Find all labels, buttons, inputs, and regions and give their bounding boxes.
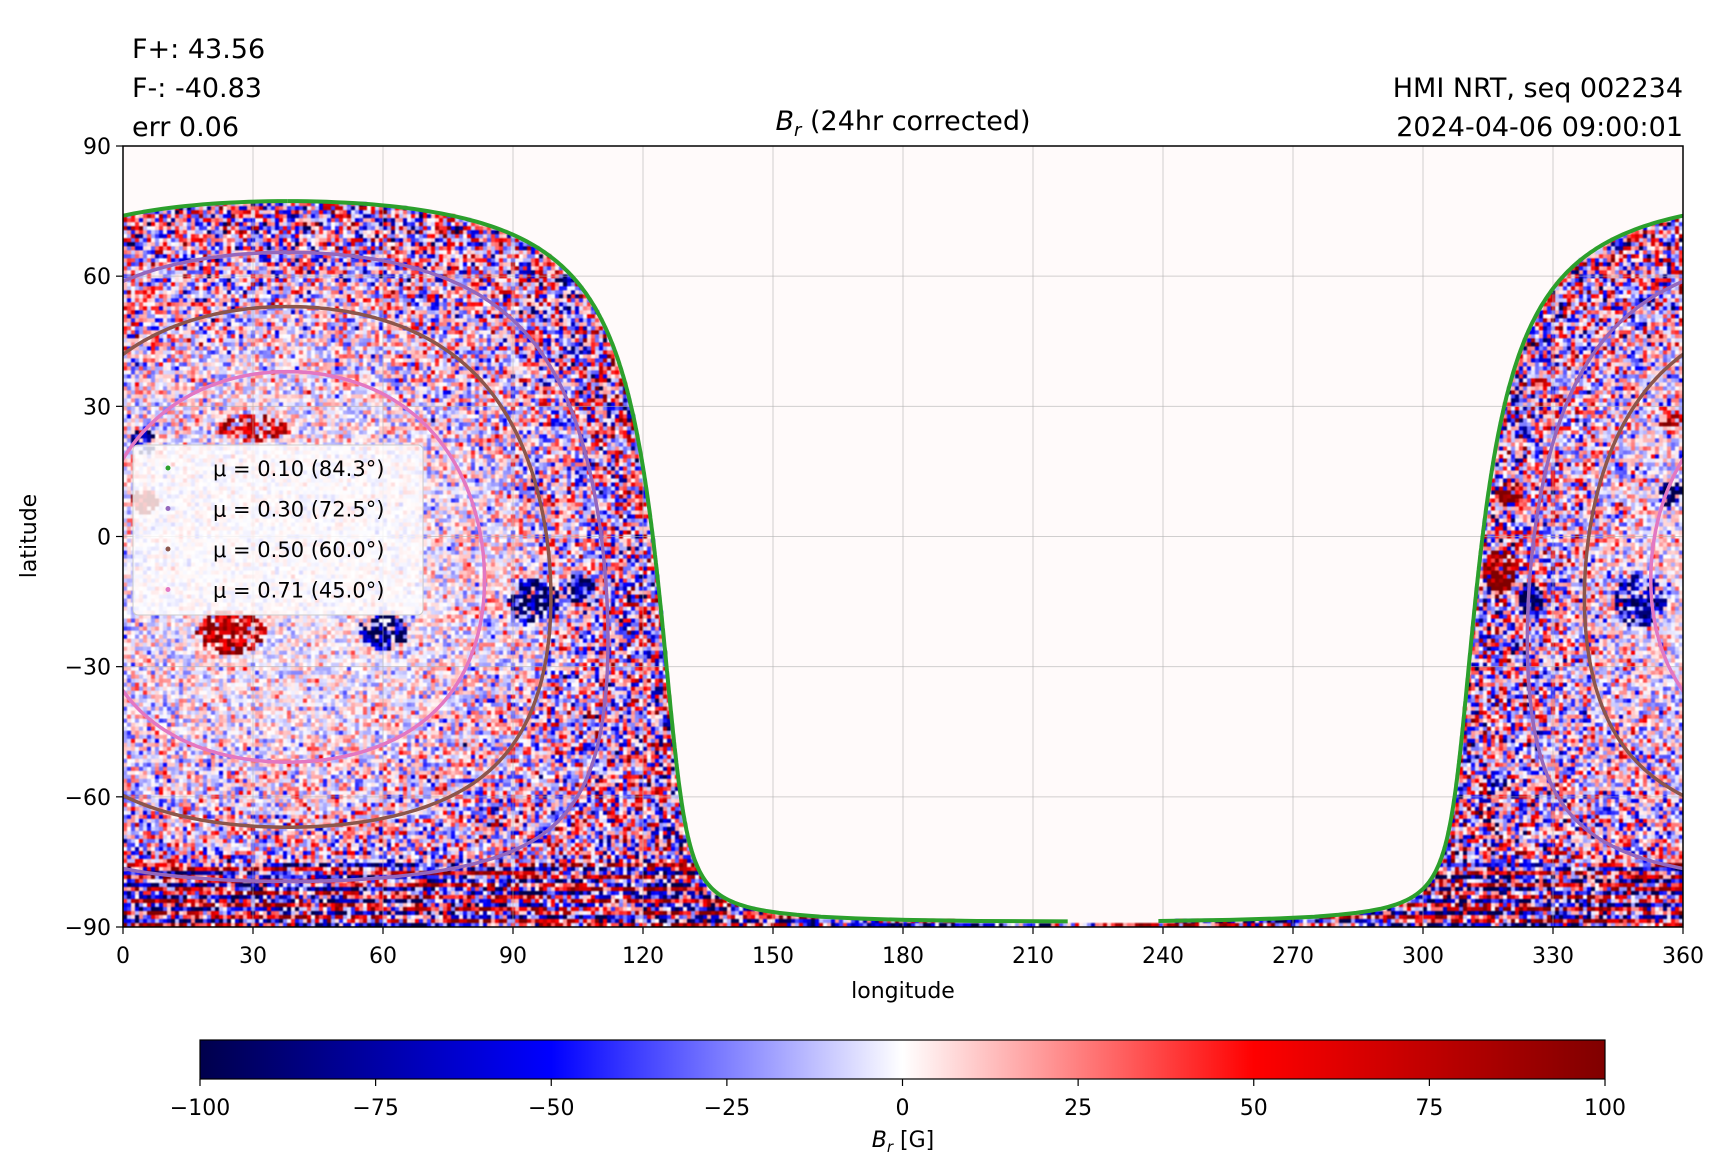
y-tick-label: 30 [83, 395, 111, 420]
mu-contour-0.71 [1649, 455, 1683, 694]
x-tick-label: 60 [369, 944, 397, 969]
x-tick-label: 330 [1532, 944, 1574, 969]
axis-ticks: 0 30 60 90 120 150 180 210 240 270 300 330 360−90−60… [65, 135, 1704, 969]
y-tick-label: 90 [83, 135, 111, 160]
y-tick-label: −30 [65, 656, 111, 681]
x-tick-label: 300 [1402, 944, 1444, 969]
error-value: err 0.06 [132, 112, 239, 143]
colorbar-tick-label: 75 [1415, 1096, 1443, 1121]
colorbar-tick-label: 100 [1584, 1096, 1626, 1121]
colorbar-tick-label: −100 [170, 1096, 230, 1121]
x-axis-label: longitude [851, 979, 955, 1004]
mu-contour-0.71 [123, 369, 487, 764]
x-tick-label: 240 [1142, 944, 1184, 969]
x-tick-label: 0 [116, 944, 130, 969]
y-axis-label: latitude [17, 494, 42, 578]
mu-contour-0.10 [287, 199, 1068, 924]
chart-title: Br (24hr corrected) [775, 106, 1030, 141]
x-tick-label: 180 [882, 944, 924, 969]
y-tick-label: −60 [65, 786, 111, 811]
x-tick-label: 150 [752, 944, 794, 969]
flux-positive: F+: 43.56 [132, 34, 265, 65]
y-tick-label: 0 [97, 526, 111, 551]
mu-contour-0.50 [123, 304, 553, 829]
legend-label: μ = 0.10 (84.3°) [213, 457, 384, 481]
mu-contour-0.30 [123, 250, 610, 884]
y-tick-label: 60 [83, 265, 111, 290]
colorbar [199, 1039, 1606, 1080]
colorbar-tick-label: 25 [1064, 1096, 1092, 1121]
legend-marker [165, 546, 171, 552]
colorbar-tick-label: −75 [352, 1096, 398, 1121]
legend-marker [165, 506, 171, 511]
legend-box [132, 444, 424, 616]
colorbar-ticks: −100 −75 −50 −25 0 25 50 75 100 [170, 1079, 1626, 1121]
x-tick-label: 270 [1272, 944, 1314, 969]
legend-label: μ = 0.50 (60.0°) [213, 538, 384, 562]
legend-label: μ = 0.30 (72.5°) [213, 498, 384, 522]
colorbar-label: Br [G] [872, 1128, 934, 1152]
x-tick-label: 210 [1012, 944, 1054, 969]
mu-contour-0.30 [1525, 279, 1683, 871]
colorbar-tick-label: −25 [704, 1096, 750, 1121]
timestamp: 2024-04-06 09:00:01 [1396, 112, 1683, 143]
legend-label: μ = 0.71 (45.0°) [213, 579, 384, 603]
x-tick-label: 30 [239, 944, 267, 969]
y-tick-label: −90 [65, 916, 111, 941]
mu-contour-0.10 [1158, 213, 1683, 923]
flux-negative: F-: -40.83 [132, 73, 262, 104]
colorbar-tick-label: −50 [528, 1096, 574, 1121]
legend-marker [165, 465, 171, 471]
legend-marker [165, 587, 171, 592]
legend: μ = 0.10 (84.3°) μ = 0.30 (72.5°) μ = 0.50… [132, 444, 424, 616]
x-tick-label: 120 [622, 944, 664, 969]
colorbar-tick-label: 50 [1240, 1096, 1268, 1121]
source-label: HMI NRT, seq 002234 [1393, 73, 1683, 104]
mu-contour-0.50 [1582, 352, 1683, 798]
x-tick-label: 360 [1662, 944, 1704, 969]
x-tick-label: 90 [499, 944, 527, 969]
colorbar-tick-label: 0 [896, 1096, 910, 1121]
mu-contours [123, 199, 1683, 924]
